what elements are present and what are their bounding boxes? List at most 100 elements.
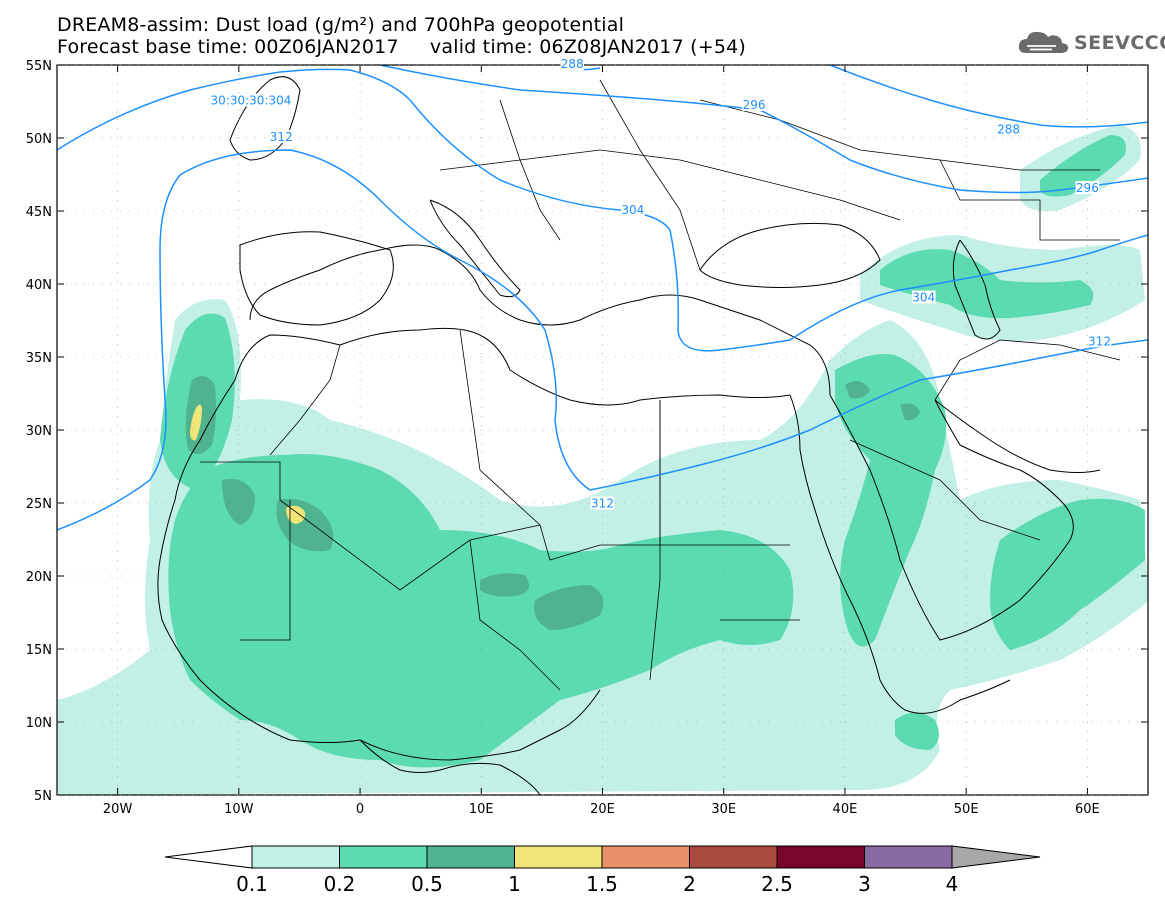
border-sudan <box>649 579 800 681</box>
colorbar-segment <box>426 845 515 869</box>
colorbar-label: 4 <box>946 872 959 896</box>
colorbar-label: 3 <box>858 872 871 896</box>
border-europe-3 <box>599 79 701 271</box>
contour-label-bg <box>742 97 766 111</box>
colorbar-segment <box>339 845 428 869</box>
contour-288 <box>829 65 1148 128</box>
contour-label: 304 <box>912 291 935 305</box>
border-kazakh <box>939 159 1120 241</box>
geopotential-contours <box>57 65 1148 531</box>
dust-area-turkey-caspian <box>880 249 1094 319</box>
coastline-red-sea <box>789 394 1011 714</box>
country-borders <box>200 79 1121 691</box>
border-europe-2 <box>499 99 561 241</box>
coastline-arabia <box>829 394 1074 641</box>
colorbar-high-arrow <box>951 845 1041 869</box>
contour-label: 288 <box>561 57 584 71</box>
colorbar-label: 0.2 <box>324 872 356 896</box>
coastline-uk <box>229 76 301 161</box>
coastline-persian-gulf <box>934 399 1101 473</box>
y-tick-label: 10N <box>26 716 52 731</box>
colorbar-label: 2 <box>683 872 696 896</box>
border-sahara-2 <box>240 500 291 641</box>
border-russia <box>699 99 1100 171</box>
axis-ticks: 20W 10W 0 10E 20E 30E 40E 50E 60E 55N 50N 45N 40N 35N… <box>26 59 1148 817</box>
contour-296 <box>379 65 1148 194</box>
dust-core-chad <box>534 585 604 630</box>
contour-label: 312 <box>591 496 614 510</box>
coastline-black-sea <box>699 222 881 288</box>
border-algeria <box>269 344 341 456</box>
y-tick-label: 20N <box>26 570 52 585</box>
contour-label: 288 <box>997 123 1020 137</box>
dust-level-1 <box>190 404 306 524</box>
y-tick-label: 5N <box>34 789 52 804</box>
x-tick-label: 30E <box>711 802 736 817</box>
contour-label: 312 <box>270 130 293 144</box>
colorbar-segment <box>514 845 603 869</box>
dust-core-mali <box>222 479 255 525</box>
dust-area-ethiopia <box>895 712 939 750</box>
dust-core-niger <box>480 573 529 597</box>
coastline-africa-nw <box>157 334 601 761</box>
border-egypt <box>659 400 790 546</box>
border-nigeria <box>469 539 561 691</box>
forecast-times: Forecast base time: 00Z06JAN2017 valid t… <box>57 36 747 58</box>
border-iran <box>934 339 1121 401</box>
contour-label-bg <box>590 496 615 510</box>
dust-core-iraq <box>900 403 920 421</box>
y-tick-label: 40N <box>26 278 52 293</box>
logo-text: SEEVCCC <box>1074 32 1165 54</box>
y-tick-label: 15N <box>26 643 52 658</box>
dust-fields <box>57 125 1148 795</box>
colorbar-low-arrow <box>164 845 253 869</box>
coastline-mediterranean-south <box>339 327 791 406</box>
dust-core-syria <box>845 381 870 399</box>
contour-labels: 30:30:30:304 312 296 288 296 304 304 312 312 288 <box>206 57 1112 510</box>
y-tick-label: 55N <box>26 59 52 74</box>
colorbar-segment <box>251 845 340 869</box>
contour-312 <box>57 149 1148 531</box>
dust-peak-morocco <box>190 404 202 441</box>
x-tick-label: 40E <box>833 802 858 817</box>
colorbar-label: 0.1 <box>236 872 268 896</box>
dust-peak-mauritania <box>286 505 306 524</box>
coastline-europe <box>249 244 831 396</box>
contour-label-bg <box>1075 181 1100 195</box>
colorbar-segment <box>776 845 865 869</box>
contour-label-bg <box>560 57 584 70</box>
colorbar-label: 1 <box>508 872 521 896</box>
x-tick-label: 50E <box>954 802 979 817</box>
contour-label-bg <box>911 290 936 304</box>
x-tick-label: 20W <box>103 802 133 817</box>
contour-label: 296 <box>1076 181 1099 195</box>
contour-label-bg <box>269 130 294 143</box>
coastline-gulf-guinea <box>359 739 541 795</box>
contour-label-bg <box>206 93 296 107</box>
contour-304-west <box>57 68 1148 352</box>
x-tick-label: 0 <box>356 802 364 817</box>
contour-label: 296 <box>743 98 766 112</box>
border-europe-1 <box>439 149 901 221</box>
contour-label-bg <box>996 122 1021 136</box>
y-tick-label: 50N <box>26 132 52 147</box>
contour-label: 30:30:30:304 <box>211 94 292 108</box>
border-arabia <box>849 439 1041 541</box>
dust-area-kazakh-core <box>1040 135 1126 197</box>
cloud-icon <box>1018 31 1069 53</box>
y-tick-label: 25N <box>26 497 52 512</box>
colorbar-segment <box>601 845 690 869</box>
y-tick-label: 35N <box>26 351 52 366</box>
colorbar-label: 2.5 <box>761 872 793 896</box>
colorbar: 0.1 0.2 0.5 1 1.5 2 2.5 3 4 <box>164 845 1041 896</box>
x-tick-label: 10W <box>224 802 254 817</box>
contour-label-bg <box>1087 334 1112 348</box>
x-tick-label: 60E <box>1075 802 1100 817</box>
map-title: DREAM8-assim: Dust load (g/m²) and 700hP… <box>57 14 625 36</box>
colorbar-label: 1.5 <box>586 872 618 896</box>
coastline-iberia <box>239 231 394 326</box>
contour-label: 304 <box>621 203 644 217</box>
colorbar-label: 0.5 <box>411 872 443 896</box>
border-sahara-1 <box>200 461 661 591</box>
